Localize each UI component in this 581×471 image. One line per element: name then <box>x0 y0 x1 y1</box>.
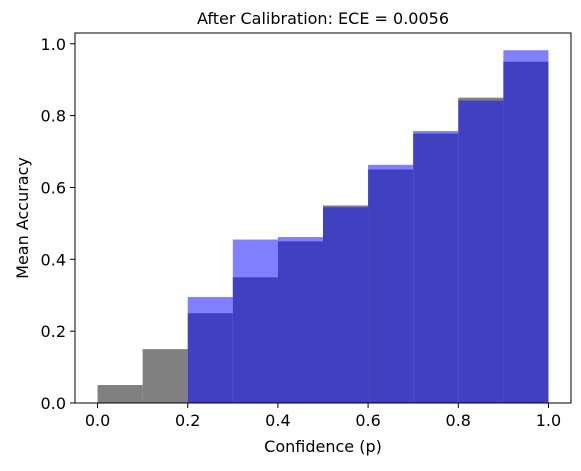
bar-series2-bin-7 <box>503 50 549 404</box>
bar-series2-bin-2 <box>277 237 323 403</box>
bar-series2-bin-3 <box>323 207 369 403</box>
y-tick-label: 1.0 <box>41 35 66 54</box>
x-axis-label: Confidence (p) <box>264 437 382 456</box>
bar-series1-bin-1 <box>142 349 188 403</box>
bar-series2-bin-6 <box>458 100 504 403</box>
x-tick-label: 1.0 <box>536 411 561 430</box>
y-tick-label: 0.2 <box>41 322 66 341</box>
bar-series2-bin-4 <box>368 164 414 403</box>
x-tick-label: 0.8 <box>446 411 471 430</box>
bar-series2-bin-1 <box>232 239 278 403</box>
bar-series1-bin-0 <box>97 385 143 403</box>
y-tick-label: 0.6 <box>41 178 66 197</box>
y-axis: 0.0 0.2 0.4 0.6 0.8 1.0 <box>41 35 75 413</box>
y-axis-label: Mean Accuracy <box>13 157 32 279</box>
chart-title: After Calibration: ECE = 0.0056 <box>197 9 449 28</box>
y-tick-label: 0.0 <box>41 394 66 413</box>
x-tick-label: 0.0 <box>85 411 110 430</box>
bar-series2-bin-0 <box>187 297 233 403</box>
plot-frame <box>74 32 572 404</box>
x-tick-label: 0.2 <box>175 411 200 430</box>
x-axis: 0.0 0.2 0.4 0.6 0.8 1.0 <box>85 403 561 430</box>
x-tick-label: 0.6 <box>355 411 380 430</box>
x-tick-label: 0.4 <box>265 411 290 430</box>
bar-series2-bin-5 <box>413 131 459 403</box>
y-tick-label: 0.8 <box>41 107 66 126</box>
y-tick-label: 0.4 <box>41 250 66 269</box>
bars-group <box>97 50 549 404</box>
